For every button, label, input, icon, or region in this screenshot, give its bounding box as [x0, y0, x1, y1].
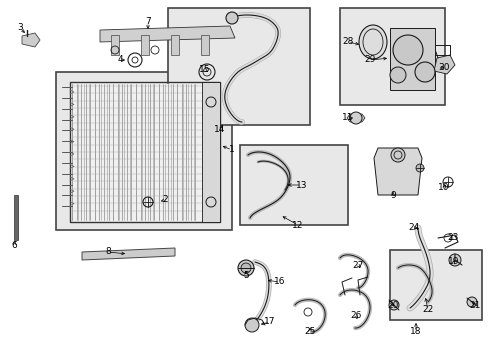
- Bar: [339, 8, 444, 105]
- Polygon shape: [111, 35, 119, 55]
- Circle shape: [241, 263, 250, 273]
- Polygon shape: [141, 35, 149, 55]
- Text: 14: 14: [214, 126, 225, 135]
- Polygon shape: [373, 148, 421, 195]
- Polygon shape: [202, 82, 220, 222]
- Text: 3: 3: [17, 23, 23, 32]
- Text: 24: 24: [407, 224, 419, 233]
- Text: 16: 16: [274, 278, 285, 287]
- Text: 30: 30: [437, 63, 449, 72]
- Circle shape: [448, 254, 460, 266]
- Circle shape: [390, 148, 404, 162]
- Text: 4: 4: [117, 55, 122, 64]
- Circle shape: [225, 12, 238, 24]
- Bar: [70, 82, 220, 222]
- Text: 23: 23: [447, 234, 458, 243]
- Circle shape: [414, 62, 434, 82]
- Text: 29: 29: [364, 55, 375, 64]
- Text: 21: 21: [468, 301, 480, 310]
- Text: 10: 10: [437, 184, 449, 193]
- Text: 19: 19: [447, 257, 459, 266]
- Text: 6: 6: [11, 240, 17, 249]
- Circle shape: [238, 260, 253, 276]
- Text: 12: 12: [292, 220, 303, 230]
- Circle shape: [392, 35, 422, 65]
- Text: 17: 17: [264, 318, 275, 327]
- Text: 1: 1: [229, 145, 234, 154]
- Circle shape: [388, 300, 398, 310]
- Bar: [168, 8, 309, 125]
- Polygon shape: [389, 28, 434, 90]
- Text: 2: 2: [162, 195, 167, 204]
- Polygon shape: [82, 248, 175, 260]
- Bar: [389, 250, 481, 320]
- Text: 20: 20: [386, 301, 398, 310]
- Text: 18: 18: [409, 328, 421, 337]
- Text: 26: 26: [349, 310, 361, 320]
- Text: 27: 27: [351, 261, 363, 270]
- Polygon shape: [201, 35, 208, 55]
- Text: 28: 28: [342, 37, 353, 46]
- Text: 15: 15: [199, 66, 210, 75]
- Text: 11: 11: [342, 113, 353, 122]
- Ellipse shape: [358, 25, 386, 59]
- Bar: [240, 145, 347, 225]
- Circle shape: [389, 67, 405, 83]
- Text: 7: 7: [145, 18, 151, 27]
- Polygon shape: [100, 26, 235, 42]
- Text: 13: 13: [296, 180, 307, 189]
- Text: 22: 22: [422, 306, 433, 315]
- Circle shape: [349, 112, 361, 124]
- Circle shape: [244, 318, 259, 332]
- Polygon shape: [346, 114, 364, 122]
- Text: 5: 5: [243, 270, 248, 279]
- Text: 9: 9: [389, 190, 395, 199]
- Text: 8: 8: [105, 248, 111, 256]
- Polygon shape: [22, 33, 40, 47]
- Polygon shape: [14, 195, 18, 240]
- Polygon shape: [433, 55, 454, 74]
- Polygon shape: [171, 35, 179, 55]
- Text: 25: 25: [304, 328, 315, 337]
- Bar: [56, 72, 231, 230]
- Circle shape: [466, 297, 476, 307]
- Circle shape: [415, 164, 423, 172]
